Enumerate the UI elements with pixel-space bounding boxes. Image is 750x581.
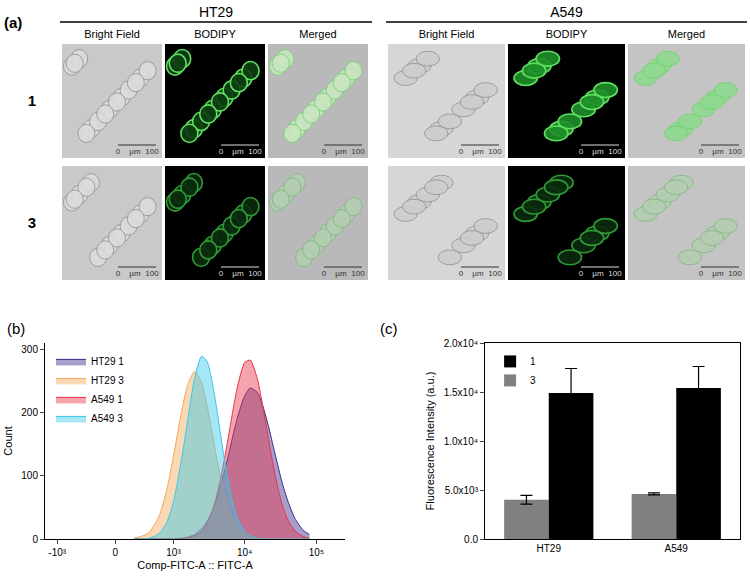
svg-text:1.0x10⁴: 1.0x10⁴: [444, 436, 478, 447]
svg-text:Fluorescence Intensity (a.u.): Fluorescence Intensity (a.u.): [424, 372, 436, 511]
svg-text:1: 1: [28, 92, 36, 109]
svg-text:0: 0: [219, 147, 224, 156]
svg-text:Bright Field: Bright Field: [419, 28, 475, 40]
svg-text:HT29: HT29: [537, 543, 562, 554]
svg-text:(a): (a): [4, 14, 22, 31]
svg-text:0: 0: [219, 269, 224, 278]
svg-text:0: 0: [459, 147, 464, 156]
svg-text:µm: µm: [712, 269, 724, 278]
svg-text:HT29: HT29: [199, 4, 233, 20]
svg-text:0: 0: [579, 147, 584, 156]
svg-text:0: 0: [32, 534, 38, 545]
svg-text:0: 0: [116, 147, 121, 156]
svg-text:HT29 3: HT29 3: [91, 375, 124, 386]
svg-text:Bright Field: Bright Field: [84, 28, 140, 40]
svg-text:A549: A549: [665, 543, 689, 554]
svg-text:200: 200: [21, 407, 38, 418]
svg-text:100: 100: [351, 147, 365, 156]
svg-text:0: 0: [459, 269, 464, 278]
svg-text:10⁴: 10⁴: [237, 547, 252, 558]
svg-text:µm: µm: [129, 147, 141, 156]
svg-text:3: 3: [530, 375, 536, 386]
svg-text:µm: µm: [472, 269, 484, 278]
svg-text:100: 100: [145, 269, 159, 278]
svg-text:µm: µm: [712, 147, 724, 156]
svg-text:µm: µm: [232, 269, 244, 278]
svg-text:A549: A549: [550, 4, 583, 20]
svg-text:100: 100: [248, 269, 262, 278]
svg-text:µm: µm: [592, 269, 604, 278]
svg-text:µm: µm: [335, 269, 347, 278]
svg-text:100: 100: [351, 269, 365, 278]
svg-text:100: 100: [145, 147, 159, 156]
svg-text:µm: µm: [335, 147, 347, 156]
svg-text:HT29 1: HT29 1: [91, 356, 124, 367]
svg-text:0: 0: [116, 269, 121, 278]
svg-text:Count: Count: [2, 426, 14, 455]
svg-text:A549 3: A549 3: [91, 413, 123, 424]
svg-text:(c): (c): [380, 320, 398, 337]
svg-text:0: 0: [579, 269, 584, 278]
svg-text:100: 100: [248, 147, 262, 156]
svg-text:300: 300: [21, 344, 38, 355]
svg-text:1: 1: [530, 356, 536, 367]
svg-text:100: 100: [488, 269, 502, 278]
svg-text:Merged: Merged: [668, 28, 705, 40]
svg-text:0: 0: [113, 547, 119, 558]
svg-text:100: 100: [608, 269, 622, 278]
svg-text:-10³: -10³: [48, 547, 66, 558]
svg-text:Merged: Merged: [299, 28, 336, 40]
svg-text:5.0x10³: 5.0x10³: [445, 485, 479, 496]
svg-text:Comp-FITC-A :: FITC-A: Comp-FITC-A :: FITC-A: [137, 559, 253, 571]
svg-text:0: 0: [699, 147, 704, 156]
svg-text:BODIPY: BODIPY: [546, 28, 588, 40]
svg-text:3: 3: [28, 214, 36, 231]
svg-text:µm: µm: [592, 147, 604, 156]
svg-text:100: 100: [728, 269, 742, 278]
svg-text:10³: 10³: [166, 547, 181, 558]
svg-text:10⁵: 10⁵: [309, 547, 324, 558]
svg-text:(b): (b): [7, 320, 25, 337]
svg-text:100: 100: [728, 147, 742, 156]
svg-text:100: 100: [21, 470, 38, 481]
svg-text:µm: µm: [472, 147, 484, 156]
svg-text:0: 0: [322, 147, 327, 156]
svg-text:A549 1: A549 1: [91, 394, 123, 405]
svg-text:0: 0: [322, 269, 327, 278]
svg-text:100: 100: [608, 147, 622, 156]
svg-text:µm: µm: [129, 269, 141, 278]
svg-text:0.0: 0.0: [464, 534, 478, 545]
svg-text:0: 0: [699, 269, 704, 278]
svg-text:2.0x10⁴: 2.0x10⁴: [444, 338, 478, 349]
svg-text:BODIPY: BODIPY: [194, 28, 236, 40]
svg-text:1.5x10⁴: 1.5x10⁴: [444, 387, 478, 398]
svg-text:µm: µm: [232, 147, 244, 156]
svg-text:100: 100: [488, 147, 502, 156]
